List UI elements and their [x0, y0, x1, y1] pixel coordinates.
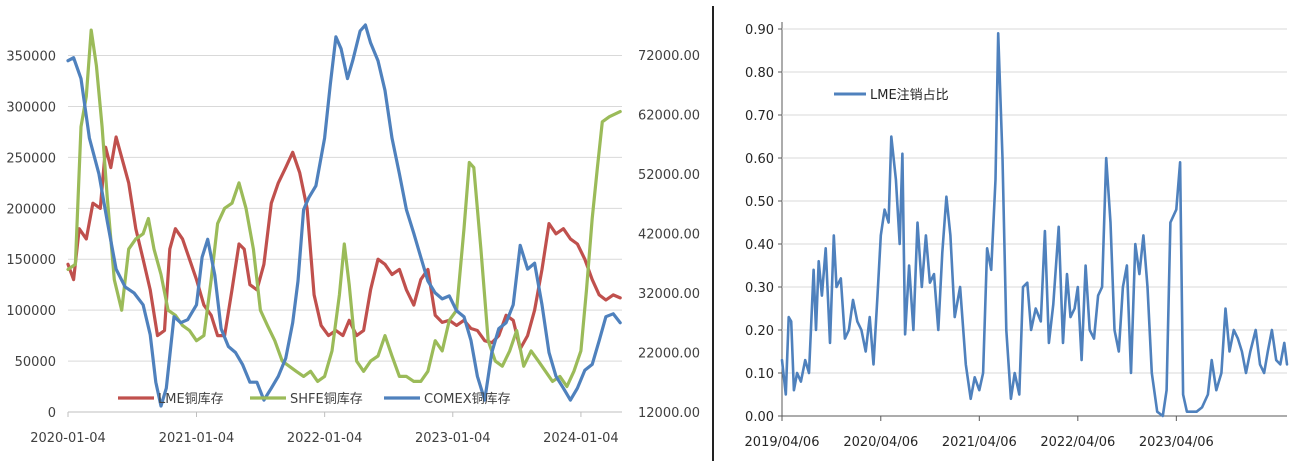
series-line	[66, 28, 622, 389]
y-tick-label: 0.80	[745, 66, 774, 81]
x-tick-label: 2022/04/06	[1040, 435, 1115, 450]
x-tick-label: 2020-01-04	[30, 431, 106, 446]
y-left-tick-label: 0	[48, 406, 56, 421]
x-tick-label: 2019/04/06	[745, 435, 820, 450]
y-left-tick-label: 200000	[6, 202, 56, 217]
y-left-tick-label: 350000	[6, 50, 56, 65]
copy-inventory-chart-svg: 0 50000 100000 150000 200000 250000 300000 3500…	[6, 23, 700, 446]
y-right-tick-label: 22000.00	[638, 346, 700, 361]
y-tick-label: 0.60	[745, 152, 774, 167]
x-tick-label: 2023-01-04	[415, 431, 491, 446]
panel-divider	[712, 6, 714, 461]
copy-inventory-chart: 0 50000 100000 150000 200000 250000 300000 3500…	[6, 23, 700, 446]
legend-label: COMEX铜库存	[424, 391, 511, 407]
legend-label: LME铜库存	[158, 391, 224, 407]
x-tick-label: 2022-01-04	[287, 431, 363, 446]
y-right-tick-label: 42000.00	[638, 227, 700, 242]
x-tick-label: 2024-01-04	[543, 431, 619, 446]
y-left-tick-label: 100000	[6, 304, 56, 319]
y-tick-label: 0.10	[745, 367, 774, 382]
y-right-tick-label: 12000.00	[638, 406, 700, 421]
y-right-tick-label: 32000.00	[638, 287, 700, 302]
y-left-tick-label: 250000	[6, 151, 56, 166]
y-tick-label: 0.50	[745, 195, 774, 210]
y-left-tick-label: 150000	[6, 253, 56, 268]
y-left-tick-label: 50000	[15, 355, 56, 370]
x-tick-label: 2020/04/06	[843, 435, 918, 450]
y-tick-label: 0.00	[745, 410, 774, 425]
y-tick-label: 0.90	[745, 23, 774, 38]
y-tick-label: 0.30	[745, 281, 774, 296]
lme-cancelled-ratio-chart: 0.00 0.10 0.20 0.30 0.40 0.50 0.60 0.70 0.80 0.90…	[714, 0, 1292, 461]
x-tick-label: 2021-01-04	[159, 431, 235, 446]
grid-lines	[68, 55, 622, 413]
series-line	[780, 31, 1289, 418]
series-line	[66, 23, 622, 408]
y-left-tick-label: 300000	[6, 100, 56, 115]
y-tick-label: 0.70	[745, 109, 774, 124]
x-tick-label: 2023/04/06	[1139, 435, 1214, 450]
y-right-tick-label: 62000.00	[638, 108, 700, 123]
y-right-tick-label: 52000.00	[638, 168, 700, 183]
legend-label: SHFE铜库存	[290, 391, 363, 407]
y-tick-label: 0.20	[745, 324, 774, 339]
y-right-tick-label: 72000.00	[638, 49, 700, 64]
lme-cancelled-ratio-chart-svg: 0.00 0.10 0.20 0.30 0.40 0.50 0.60 0.70 0.80 0.90…	[745, 22, 1289, 450]
x-tick-label: 2021/04/06	[942, 435, 1017, 450]
y-tick-label: 0.40	[745, 238, 774, 253]
legend-label: LME注销占比	[870, 88, 949, 103]
